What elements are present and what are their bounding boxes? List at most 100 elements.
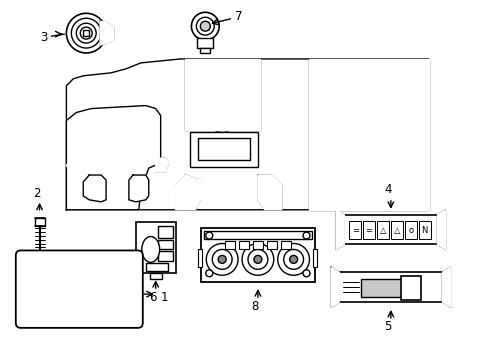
Polygon shape [66, 158, 86, 175]
Bar [198, 138, 249, 160]
Circle shape [80, 121, 116, 156]
Bar [108, 131, 126, 145]
Bar [266, 240, 276, 249]
Polygon shape [66, 105, 161, 210]
Bar [157, 251, 172, 261]
Polygon shape [437, 210, 445, 249]
Polygon shape [175, 175, 200, 210]
Text: =: = [365, 226, 372, 235]
Bar [65, 280, 93, 298]
Circle shape [205, 270, 212, 277]
Bar [192, 66, 253, 104]
Bar [418, 221, 429, 239]
Bar [344, 215, 438, 244]
Polygon shape [66, 59, 427, 210]
Ellipse shape [85, 133, 140, 177]
Bar [348, 221, 360, 239]
Bar [73, 257, 85, 265]
Circle shape [32, 313, 40, 321]
Text: △: △ [379, 226, 386, 235]
Bar [360, 279, 415, 297]
Circle shape [200, 21, 210, 31]
Bar [35, 218, 44, 226]
Polygon shape [83, 175, 106, 202]
Bar [145, 264, 167, 271]
Bar [83, 30, 89, 36]
Circle shape [242, 243, 273, 275]
Circle shape [332, 276, 338, 282]
Polygon shape [331, 267, 339, 307]
Circle shape [337, 235, 343, 240]
Ellipse shape [93, 139, 133, 171]
Polygon shape [100, 21, 114, 45]
Polygon shape [309, 59, 427, 210]
Bar [376, 221, 388, 239]
Text: △: △ [393, 226, 399, 235]
Text: 5: 5 [384, 320, 391, 333]
Polygon shape [185, 59, 259, 130]
Circle shape [218, 255, 225, 264]
Bar [204, 231, 312, 239]
Circle shape [205, 232, 212, 239]
Bar [362, 221, 374, 239]
Bar [136, 222, 175, 273]
Circle shape [119, 313, 127, 321]
Text: 2: 2 [33, 188, 41, 201]
Bar [309, 59, 427, 210]
Circle shape [253, 255, 262, 264]
Circle shape [443, 292, 448, 298]
Bar [390, 221, 402, 239]
Polygon shape [129, 175, 148, 202]
Circle shape [337, 219, 343, 225]
Text: 1: 1 [161, 291, 168, 303]
Bar [404, 221, 416, 239]
Circle shape [206, 243, 238, 275]
Text: 6: 6 [149, 291, 156, 303]
Polygon shape [257, 175, 281, 210]
Bar [239, 240, 248, 249]
Bar [400, 276, 420, 300]
Circle shape [443, 276, 448, 282]
Bar [157, 226, 172, 238]
Circle shape [332, 292, 338, 298]
Text: 4: 4 [384, 184, 391, 197]
Circle shape [303, 270, 309, 277]
Polygon shape [155, 158, 168, 172]
Circle shape [438, 219, 444, 225]
Bar [200, 48, 210, 53]
Circle shape [438, 235, 444, 240]
Text: 7: 7 [235, 10, 242, 23]
Bar [198, 249, 202, 267]
Bar [224, 240, 235, 249]
Text: N: N [421, 226, 427, 235]
Bar [185, 59, 259, 130]
Bar [252, 240, 263, 249]
Circle shape [277, 243, 309, 275]
Bar [280, 240, 290, 249]
Circle shape [289, 255, 297, 264]
Text: o: o [407, 226, 412, 235]
Circle shape [303, 232, 309, 239]
Circle shape [29, 264, 78, 314]
Bar [201, 228, 315, 282]
Bar [157, 239, 172, 249]
Ellipse shape [142, 237, 160, 262]
Circle shape [80, 264, 130, 314]
Bar [339, 272, 443, 302]
Circle shape [208, 105, 236, 132]
Circle shape [191, 12, 219, 40]
Bar [79, 118, 150, 163]
Bar [339, 125, 400, 147]
Polygon shape [442, 267, 449, 307]
Text: 3: 3 [40, 31, 47, 44]
FancyBboxPatch shape [16, 251, 142, 328]
Bar [313, 249, 317, 267]
Polygon shape [336, 210, 344, 249]
Bar [190, 132, 257, 167]
Bar [149, 273, 162, 279]
Bar [197, 38, 213, 48]
Text: =: = [351, 226, 358, 235]
Circle shape [115, 121, 150, 156]
Circle shape [66, 13, 106, 53]
Text: 8: 8 [251, 300, 258, 312]
